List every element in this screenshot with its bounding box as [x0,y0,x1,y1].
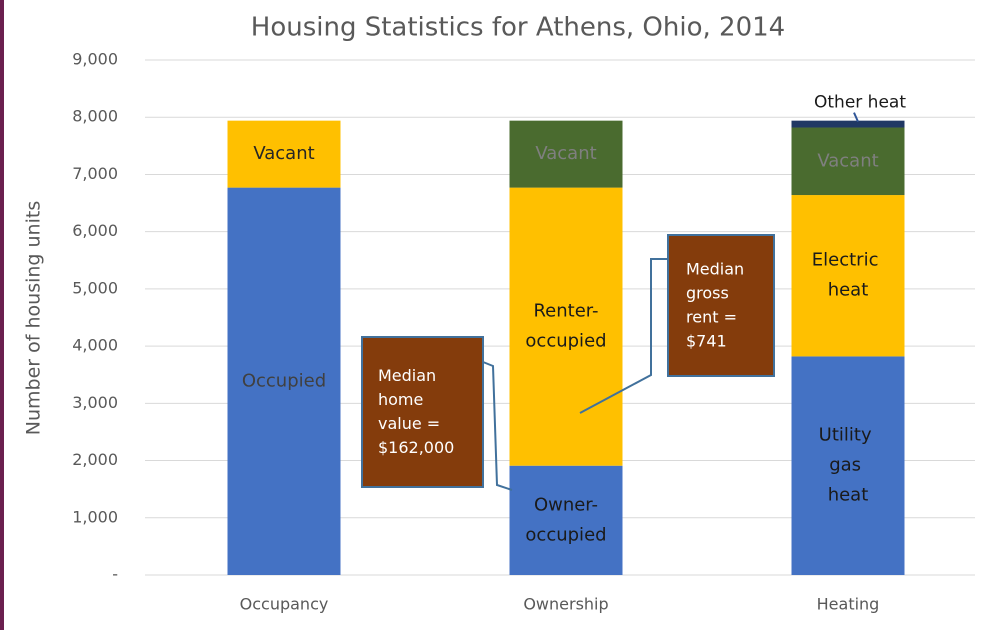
bar-segment [791,356,905,575]
x-tick-label: Occupancy [240,595,329,614]
segment-label: Utility gas heat [819,425,878,506]
bar-segment [509,465,623,575]
segment-label: Owner-occupied [525,494,606,545]
callout-box [361,336,484,488]
bar-segment [791,195,905,357]
y-tick-label: 9,000 [72,50,118,69]
callout-connector [482,361,513,491]
y-tick-label: 7,000 [72,164,118,183]
label-leader [853,112,859,123]
bar-segment [791,127,905,196]
x-tick-label: Heating [817,595,880,614]
bar-segment [227,120,341,188]
y-tick-label: 1,000 [72,507,118,526]
y-tick-label: 5,000 [72,278,118,297]
bar-segment [227,187,341,575]
segment-label: Occupied [242,370,326,391]
bar-segment [791,120,905,128]
bar-segment [509,120,623,188]
callout-text: Median home value = $162,000 [378,366,454,457]
chart-title: Housing Statistics for Athens, Ohio, 201… [251,13,785,43]
x-tick-label: Ownership [523,595,608,614]
segment-label: Vacant [535,143,596,164]
y-tick-label: 6,000 [72,221,118,240]
y-tick-label: 8,000 [72,107,118,126]
segment-label: Renter-occupied [525,301,606,352]
callout-connector [579,258,668,414]
left-border [0,0,4,630]
y-tick-label: - [112,565,118,584]
y-tick-label: 2,000 [72,450,118,469]
segment-label: Vacant [817,150,878,171]
segment-label: Other heat [814,93,906,113]
segment-label: Vacant [253,143,314,164]
callout-box [667,234,775,377]
segment-label: Electric heat [812,250,884,301]
y-tick-label: 4,000 [72,336,118,355]
bar-segment [509,187,623,466]
callout-text: Median gross rent = $741 [686,259,749,350]
y-axis-label: Number of housing units [23,201,45,435]
y-tick-label: 3,000 [72,393,118,412]
